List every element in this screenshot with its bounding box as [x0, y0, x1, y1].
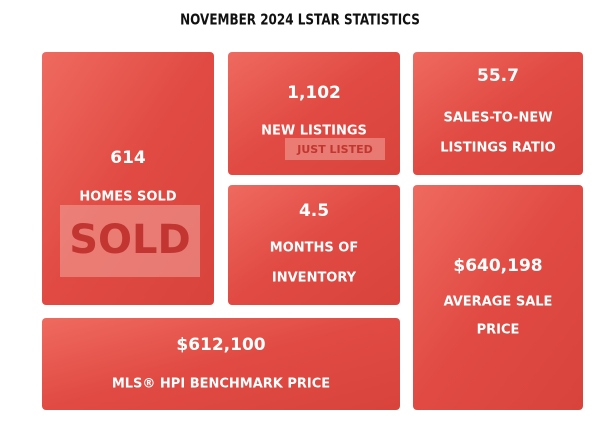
- tile-value: $612,100: [176, 335, 265, 355]
- tile-value: 614: [110, 148, 146, 168]
- tile: $640,198 AVERAGE SALE PRICE: [413, 185, 583, 410]
- tile-label: NEW LISTINGS: [261, 124, 367, 139]
- tile: 4.5 MONTHS OF INVENTORY: [228, 185, 400, 305]
- tile: SOLD 614 HOMES SOLD: [42, 52, 214, 305]
- tile-background: [413, 185, 583, 410]
- tile-background: [42, 318, 400, 410]
- tile-label: SALES-TO-NEW: [443, 111, 552, 126]
- tile-label: AVERAGE SALE: [444, 295, 553, 310]
- title: NOVEMBER 2024 LSTAR STATISTICS: [180, 11, 420, 29]
- sign: [60, 205, 200, 277]
- tile-value: 1,102: [287, 83, 341, 103]
- tile-label: MONTHS OF: [270, 241, 358, 256]
- tile-background: [228, 185, 400, 305]
- sign-text: SOLD: [69, 217, 191, 263]
- tile: $612,100 MLS® HPI BENCHMARK PRICE: [42, 318, 400, 410]
- tile-label: PRICE: [477, 323, 520, 338]
- sign-text: JUST LISTED: [296, 143, 372, 156]
- tile-label: HOMES SOLD: [79, 190, 176, 205]
- tile-label: MLS® HPI BENCHMARK PRICE: [112, 377, 330, 392]
- tile-background: [413, 52, 583, 175]
- tile: JUST LISTED 1,102 NEW LISTINGS: [228, 52, 400, 175]
- tile: 55.7 SALES-TO-NEW LISTINGS RATIO: [413, 52, 583, 175]
- tile-value: 55.7: [477, 66, 519, 86]
- tile-label: INVENTORY: [272, 271, 357, 286]
- tile-label: LISTINGS RATIO: [440, 141, 555, 156]
- tile-value: $640,198: [453, 256, 542, 276]
- tile-value: 4.5: [299, 201, 329, 221]
- sign: [285, 138, 385, 160]
